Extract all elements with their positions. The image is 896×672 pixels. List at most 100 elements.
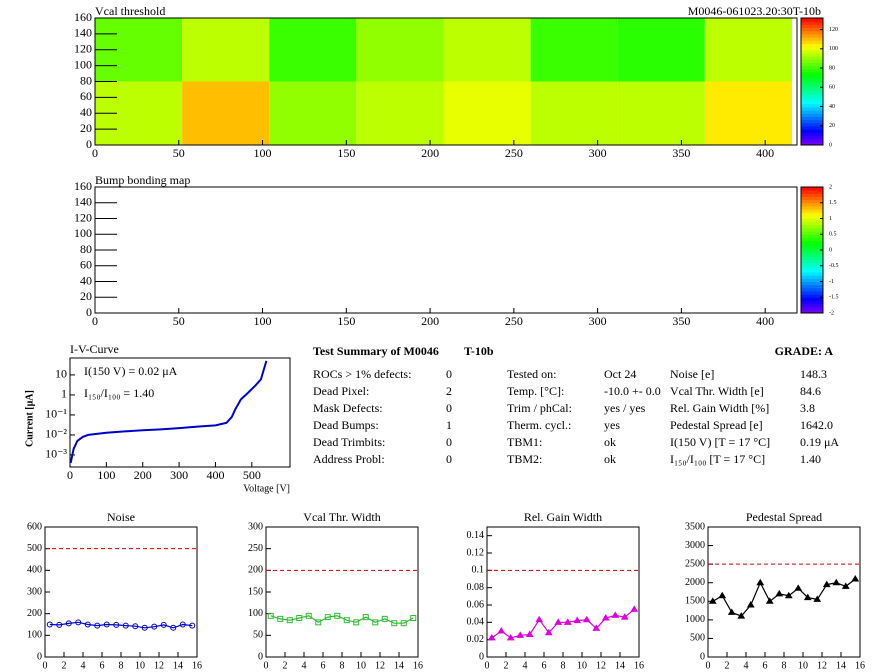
marker bbox=[516, 631, 525, 638]
summary-label: Dead Bumps: bbox=[313, 418, 379, 432]
marker bbox=[334, 612, 341, 619]
heatmap-cell bbox=[443, 18, 531, 82]
colorbar-cell bbox=[801, 100, 823, 105]
colorbar-cell bbox=[801, 193, 823, 197]
y-tick-label: 0.12 bbox=[467, 547, 485, 558]
colorbar-cell bbox=[801, 49, 823, 54]
y-tick-label: 1000 bbox=[685, 614, 705, 625]
marker bbox=[362, 614, 369, 621]
marker bbox=[841, 582, 850, 589]
colorbar-cell bbox=[801, 297, 823, 301]
y-tick-label: 500 bbox=[27, 543, 42, 554]
x-tick-label: 16 bbox=[855, 660, 865, 671]
y-tick-label: 150 bbox=[248, 586, 263, 597]
marker bbox=[75, 619, 82, 626]
x-tick-label: 0 bbox=[264, 660, 269, 671]
colorbar-tick-label: -1.5 bbox=[829, 295, 839, 301]
x-tick-label: 300 bbox=[589, 314, 607, 328]
marker bbox=[179, 621, 186, 628]
colorbar-cell bbox=[801, 287, 823, 292]
y-tick-label: 10 bbox=[55, 367, 67, 381]
colorbar-frame bbox=[800, 17, 824, 146]
marker bbox=[122, 622, 129, 629]
marker bbox=[718, 591, 727, 599]
marker bbox=[381, 615, 388, 622]
colorbar-cell bbox=[801, 294, 823, 298]
colorbar-cell bbox=[801, 106, 823, 111]
x-tick-label: 2 bbox=[725, 660, 730, 671]
summary-label: I₁₅₀/I₁₀₀ [T = 17 °C] bbox=[670, 452, 765, 466]
colorbar-tick-label: 0 bbox=[829, 142, 832, 148]
heatmap-cell bbox=[356, 81, 444, 145]
x-tick-label: 6 bbox=[763, 660, 768, 671]
colorbar-cell bbox=[801, 33, 823, 38]
colorbar-cell bbox=[801, 46, 823, 51]
colorbar-cell bbox=[801, 268, 823, 273]
x-axis-label: Voltage [V] bbox=[243, 483, 290, 494]
colorbar-cell bbox=[801, 71, 823, 76]
y-tick-label: 300 bbox=[248, 521, 263, 532]
marker bbox=[296, 615, 303, 621]
colorbar-cell bbox=[801, 122, 823, 127]
y-tick-label: 0 bbox=[37, 651, 42, 662]
colorbar-cell bbox=[801, 87, 823, 92]
summary-value: 3.8 bbox=[800, 401, 815, 415]
y-tick-label: 1500 bbox=[685, 596, 705, 607]
marker bbox=[487, 633, 496, 641]
y-tick-label: 10⁻² bbox=[45, 427, 67, 441]
y-tick-label: 3000 bbox=[685, 540, 705, 551]
marker bbox=[573, 616, 582, 624]
colorbar-cell bbox=[801, 84, 823, 89]
marker bbox=[132, 623, 139, 630]
marker bbox=[554, 618, 563, 625]
colorbar-tick-label: 2 bbox=[829, 184, 832, 190]
x-tick-label: 6 bbox=[542, 660, 547, 671]
marker bbox=[708, 597, 717, 604]
marker bbox=[746, 601, 755, 608]
summary-value: 0 bbox=[446, 435, 452, 449]
y-tick-label: 250 bbox=[248, 543, 263, 554]
summary-value: 1.40 bbox=[800, 452, 821, 466]
marker bbox=[535, 615, 544, 623]
colorbar-cell bbox=[801, 265, 823, 270]
colorbar-cell bbox=[801, 81, 823, 86]
y-tick-label: 300 bbox=[27, 586, 42, 597]
marker bbox=[563, 618, 572, 625]
x-tick-label: 200 bbox=[421, 146, 439, 160]
colorbar-cell bbox=[801, 306, 823, 311]
summary-label: Dead Pixel: bbox=[313, 384, 369, 398]
y-tick-label: 0.08 bbox=[467, 582, 485, 593]
colorbar-cell bbox=[801, 205, 823, 210]
summary-value: 0 bbox=[446, 367, 452, 381]
summary-grade: GRADE: A bbox=[775, 344, 834, 358]
plot-frame bbox=[69, 357, 291, 468]
y-tick-label: 1 bbox=[61, 387, 67, 401]
y-tick-label: 100 bbox=[74, 57, 92, 71]
colorbar-cell bbox=[801, 218, 823, 223]
colorbar-cell bbox=[801, 224, 823, 229]
colorbar-cell bbox=[801, 40, 823, 44]
marker bbox=[353, 619, 360, 626]
colorbar-cell bbox=[801, 43, 823, 48]
marker bbox=[497, 627, 506, 634]
x-tick-label: 4 bbox=[744, 660, 749, 671]
y-tick-label: 0.14 bbox=[467, 530, 485, 541]
x-tick-label: 2 bbox=[62, 660, 67, 671]
y-tick-label: 50 bbox=[253, 630, 263, 641]
colorbar-cell bbox=[801, 113, 823, 117]
chart-subtitle: M0046-061023.20:30T-10b bbox=[688, 4, 821, 18]
series-line bbox=[270, 615, 414, 624]
marker bbox=[601, 614, 610, 621]
marker bbox=[851, 575, 860, 582]
marker bbox=[305, 612, 312, 619]
colorbar-cell bbox=[801, 110, 823, 114]
x-tick-label: 0 bbox=[485, 660, 490, 671]
colorbar-cell bbox=[801, 196, 823, 201]
colorbar-cell bbox=[801, 212, 823, 216]
y-axis-label: Current [μA] bbox=[24, 390, 35, 447]
marker bbox=[391, 620, 398, 627]
summary-label: Pedestal Spread [e] bbox=[670, 418, 763, 432]
y-tick-label: 0.1 bbox=[472, 565, 485, 576]
colorbar-cell bbox=[801, 215, 823, 219]
